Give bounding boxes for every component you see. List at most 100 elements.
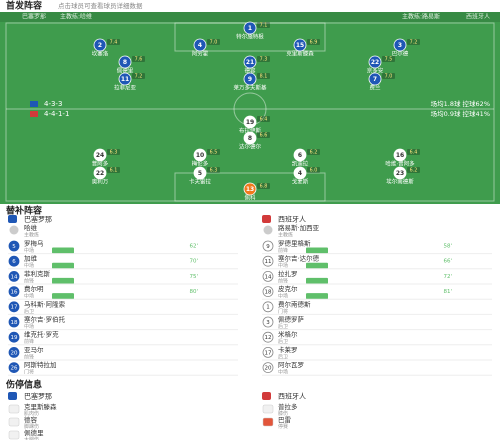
- sub-number: 26: [11, 366, 18, 372]
- sub-number: 12: [265, 335, 272, 341]
- sub-number: 3: [266, 320, 270, 326]
- sub-position: 前锋: [24, 353, 34, 360]
- player-rating: 6.4: [410, 150, 418, 156]
- coach-role: 主教练: [278, 232, 293, 239]
- team-name: 西班牙人: [278, 215, 306, 224]
- player-name: 阿劳霍: [192, 50, 209, 58]
- rating-box: [257, 183, 270, 189]
- away-formation: 4-4-1-1: [44, 110, 69, 118]
- sub-name: 亚马尔: [24, 345, 44, 354]
- sub-minute: 75': [189, 274, 198, 280]
- player-rating: 6.5: [210, 150, 218, 156]
- sub-name: 马科斯·阿隆索: [24, 299, 66, 308]
- sub-badge: [8, 301, 20, 313]
- sub-tag: [52, 262, 74, 269]
- player-number: 2: [98, 42, 102, 49]
- player-rating: 7.3: [260, 57, 268, 63]
- sub-badge: [262, 270, 274, 282]
- player-badge: [118, 55, 132, 69]
- player-name: 埃尔南德斯: [386, 178, 414, 186]
- player-rating: 6.8: [260, 184, 268, 190]
- player-name: 拉菲尼亚: [114, 84, 137, 92]
- sub-badge: [262, 316, 274, 328]
- sub-position: 门将: [24, 369, 34, 376]
- sub-minute: 62': [189, 244, 198, 250]
- player-badge: [243, 72, 257, 86]
- player-rating: 7.0: [210, 40, 218, 46]
- player-name: 京多安: [367, 67, 384, 75]
- player-number: 23: [396, 170, 404, 177]
- player-rating: 6.0: [310, 168, 318, 174]
- sub-name: 卡莱罗: [278, 345, 298, 354]
- player-number: 6: [298, 152, 302, 159]
- rating-box: [107, 149, 120, 155]
- sub-number: 11: [265, 259, 272, 265]
- player-rating: 7.5: [385, 57, 393, 63]
- player-number: 1: [248, 25, 252, 32]
- rating-box: [257, 22, 270, 28]
- sub-number: 19: [11, 335, 18, 341]
- sub-name: 费尔南德斯: [278, 299, 311, 308]
- sub-position: 中场: [278, 369, 288, 376]
- injury-reason: 停赛: [278, 423, 288, 430]
- injury-name: 巴雷: [278, 416, 291, 424]
- rating-box: [307, 39, 320, 45]
- sub-number: 14: [11, 274, 18, 280]
- team-icon: [262, 215, 271, 223]
- sub-name: 加维: [24, 254, 38, 263]
- player-name: 费兰: [369, 84, 381, 92]
- coach-avatar: [263, 225, 273, 235]
- injury-name: 普拉多: [278, 402, 298, 411]
- player-rating: 6.3: [110, 150, 118, 156]
- player-badge: [193, 148, 207, 162]
- player-number: 10: [196, 152, 204, 159]
- sub-tag: [52, 293, 74, 300]
- player-name: 特尔施特根: [236, 33, 264, 41]
- injury-icon: [8, 417, 20, 427]
- sub-number: 9: [266, 244, 270, 250]
- sub-tag: [306, 247, 328, 254]
- subtitle: 点击球员可查看球员详细数据: [58, 1, 143, 10]
- injury-icon: [262, 417, 274, 427]
- sub-name: 维克托·罗克: [24, 330, 59, 339]
- coach-name: 路易斯·加西亚: [278, 223, 320, 232]
- player-rating: 7.6: [135, 57, 143, 63]
- sub-badge: [8, 240, 20, 252]
- sub-number: 17: [265, 350, 272, 356]
- sub-badge: [8, 255, 20, 267]
- player-number: 16: [396, 152, 404, 159]
- player-rating: 7.1: [260, 23, 268, 29]
- player-name: 哈维·普阿多: [385, 160, 415, 168]
- player-badge: [393, 166, 407, 180]
- sub-name: 佩德罗萨: [278, 315, 305, 324]
- sub-badge: [262, 255, 274, 267]
- player-name: 巴尔德: [392, 50, 409, 58]
- sub-number: 14: [265, 274, 272, 280]
- player-name: 佩德里: [117, 67, 134, 75]
- injury-reason: 脚踝伤: [24, 423, 39, 430]
- section-title: 首发阵容: [6, 0, 42, 12]
- player-rating: 7.4: [110, 40, 118, 46]
- player-number: 19: [246, 119, 254, 126]
- sub-number: 20: [265, 366, 272, 372]
- rating-box: [207, 149, 220, 155]
- coach-name: 哈维: [24, 223, 38, 232]
- sub-number: 18: [11, 320, 18, 326]
- player-rating: 6.2: [410, 168, 418, 174]
- pitch-band: [0, 12, 500, 22]
- player-badge: [193, 166, 207, 180]
- injury-reason: 肌肉伤: [24, 410, 39, 417]
- sub-number: 20: [11, 350, 18, 356]
- sub-number: 5: [12, 244, 16, 250]
- sub-position: 后卫: [278, 323, 288, 330]
- player-badge: [93, 148, 107, 162]
- player-name: 普阿多: [92, 160, 109, 168]
- sub-position: 中场: [24, 323, 34, 330]
- player-number: 9: [248, 76, 252, 83]
- player-badge: [243, 131, 257, 145]
- player-number: 4: [198, 42, 202, 49]
- sub-name: 塞尔吉·达尔德: [278, 254, 320, 263]
- home-coach: 主教练:哈维: [60, 13, 92, 21]
- team-icon: [8, 215, 17, 223]
- sub-badge: [8, 346, 20, 358]
